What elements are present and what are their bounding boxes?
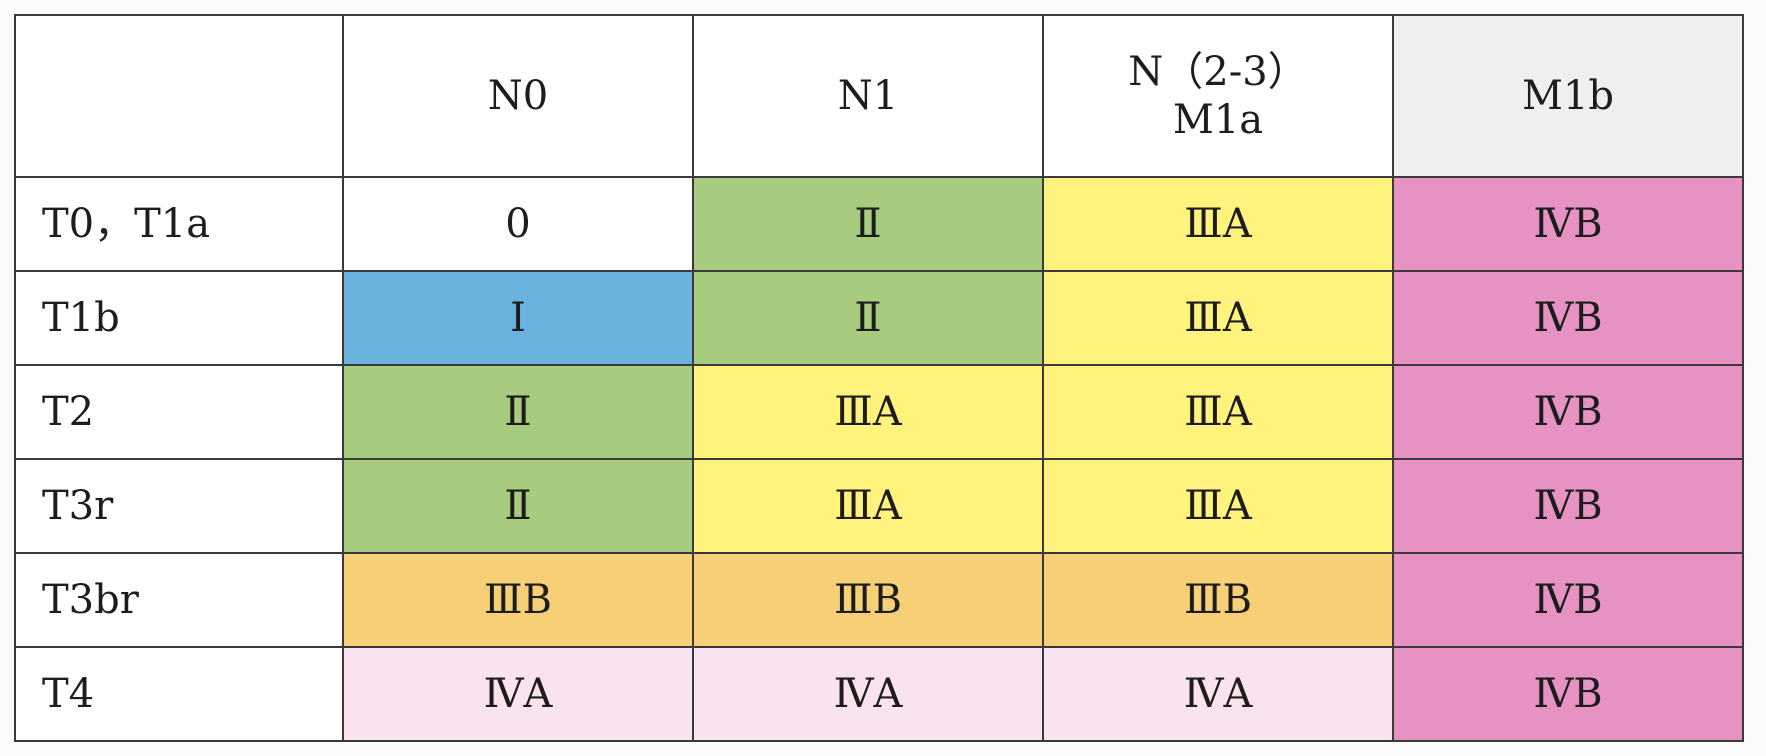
stage-cell: ⅣB — [1392, 458, 1744, 554]
stage-cell: Ⅱ — [342, 458, 694, 554]
header-n2-3-line-1: N（2-3） — [1128, 49, 1308, 95]
header-m1a-line-2: M1a — [1172, 97, 1264, 143]
header-m1b-line-1: M1b — [1521, 73, 1614, 119]
stage-cell: 0 — [342, 176, 694, 272]
stage-cell: ⅣA — [342, 646, 694, 742]
stage-cell: ⅢA — [1042, 458, 1394, 554]
row-label-t1b: T1b — [14, 270, 344, 366]
stage-cell: ⅢA — [692, 458, 1044, 554]
stage-cell: Ⅱ — [342, 364, 694, 460]
table-row: T0，T1a 0 Ⅱ ⅢA ⅣB — [14, 176, 1744, 272]
header-n0: N0 — [342, 14, 694, 178]
table-row: T4 ⅣA ⅣA ⅣA ⅣB — [14, 646, 1744, 742]
stage-cell: ⅣB — [1392, 176, 1744, 272]
header-row: N0 N1 N（2-3） M1a M1b — [14, 14, 1744, 178]
stage-cell: ⅢA — [692, 364, 1044, 460]
stage-cell: ⅢA — [1042, 364, 1394, 460]
stage-cell: Ⅱ — [692, 176, 1044, 272]
header-n0-line-1: N0 — [487, 73, 549, 119]
stage-cell: ⅢB — [692, 552, 1044, 648]
stage-cell: Ⅱ — [692, 270, 1044, 366]
header-m1b: M1b — [1392, 14, 1744, 178]
header-n2-3-m1a: N（2-3） M1a — [1042, 14, 1394, 178]
table-row: T3r Ⅱ ⅢA ⅢA ⅣB — [14, 458, 1744, 554]
stage-cell: ⅢA — [1042, 176, 1394, 272]
stage-cell: ⅢB — [342, 552, 694, 648]
stage-cell: ⅣB — [1392, 270, 1744, 366]
row-label-t4: T4 — [14, 646, 344, 742]
stage-cell: Ⅰ — [342, 270, 694, 366]
table-row: T3br ⅢB ⅢB ⅢB ⅣB — [14, 552, 1744, 648]
row-label-t2: T2 — [14, 364, 344, 460]
stage-cell: ⅣB — [1392, 552, 1744, 648]
row-label-t3r: T3r — [14, 458, 344, 554]
staging-table: N0 N1 N（2-3） M1a M1b T0，T1a 0 Ⅱ ⅢA ⅣB T1… — [14, 14, 1744, 742]
stage-cell: ⅣA — [692, 646, 1044, 742]
stage-cell: ⅣA — [1042, 646, 1394, 742]
stage-cell: ⅢB — [1042, 552, 1394, 648]
stage-cell: ⅢA — [1042, 270, 1394, 366]
table-row: T2 Ⅱ ⅢA ⅢA ⅣB — [14, 364, 1744, 460]
corner-cell — [14, 14, 344, 178]
header-n1: N1 — [692, 14, 1044, 178]
stage-cell: ⅣB — [1392, 364, 1744, 460]
stage-cell: ⅣB — [1392, 646, 1744, 742]
row-label-t0-t1a: T0，T1a — [14, 176, 344, 272]
table-row: T1b Ⅰ Ⅱ ⅢA ⅣB — [14, 270, 1744, 366]
header-n1-line-1: N1 — [837, 73, 899, 119]
row-label-t3br: T3br — [14, 552, 344, 648]
